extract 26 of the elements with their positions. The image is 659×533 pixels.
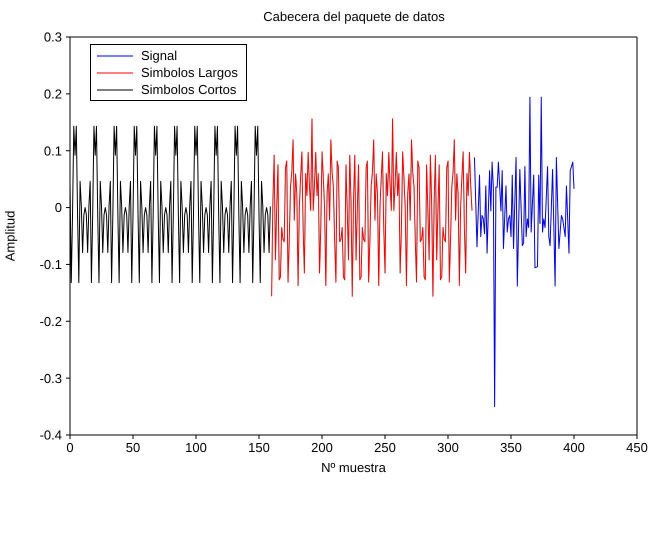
y-tick-label: -0.4 (40, 428, 62, 443)
x-tick-label: 0 (66, 440, 74, 456)
line-series (271, 118, 472, 297)
x-tick-label: 100 (185, 440, 207, 456)
x-tick-label: 250 (374, 440, 396, 456)
y-tick-label: 0.2 (44, 86, 62, 102)
x-tick-label: 150 (248, 440, 270, 456)
x-axis-title: Nº muestra (321, 460, 387, 475)
x-tick-label: 350 (500, 440, 522, 456)
y-tick-label: -0.1 (40, 257, 62, 272)
y-tick-label: -0.2 (40, 314, 62, 329)
chart-title: Cabecera del paquete de datos (262, 9, 446, 24)
y-axis-title: Amplitud (2, 210, 18, 262)
y-tick-label: 0 (54, 200, 62, 216)
x-tick-label: 50 (126, 440, 140, 456)
x-tick-label: 450 (626, 440, 648, 456)
legend-label: Signal (141, 47, 178, 64)
x-tick-label: 200 (311, 440, 333, 456)
x-tick-label: 400 (563, 440, 585, 456)
x-tick-label: 300 (437, 440, 459, 456)
y-tick-label: 0.3 (44, 30, 62, 45)
legend-label: Simbolos Largos (141, 64, 238, 81)
line-series (474, 96, 574, 408)
y-tick-label: 0.1 (44, 143, 62, 158)
y-tick-label: -0.3 (40, 370, 62, 386)
legend-label: Simbolos Cortos (141, 81, 236, 98)
